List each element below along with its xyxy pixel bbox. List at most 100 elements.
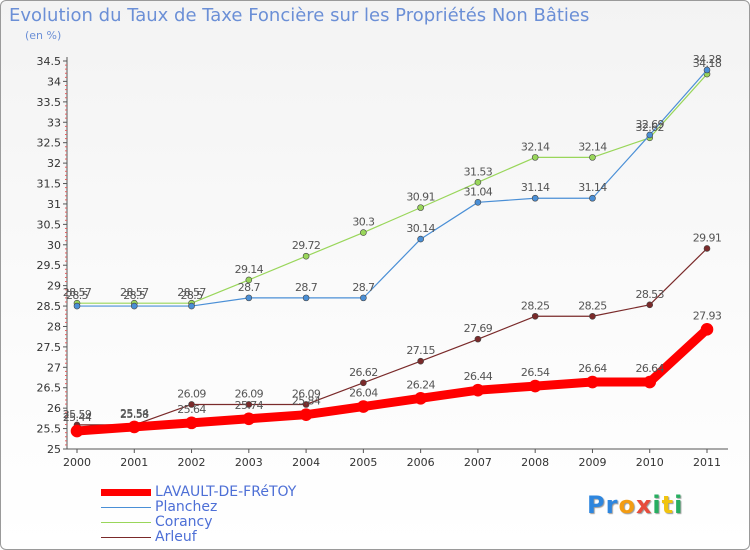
data-label: 32.69 <box>635 118 664 131</box>
legend-label: Planchez <box>155 499 218 515</box>
data-label: 30.14 <box>406 222 435 235</box>
data-point <box>531 154 539 161</box>
legend-swatch <box>101 537 151 538</box>
data-point <box>299 408 313 421</box>
series-lines <box>70 66 714 438</box>
data-label: 32.62 <box>635 121 664 134</box>
data-label: 27.93 <box>693 309 722 322</box>
data-label: 28.5 <box>123 289 146 302</box>
y-tick-label: 25 <box>47 443 61 456</box>
legend-label: Arleuf <box>155 529 197 545</box>
data-label: 26.64 <box>635 362 664 375</box>
data-point <box>188 401 195 408</box>
y-tick-label: 29 <box>47 280 61 293</box>
data-label: 25.74 <box>235 399 264 412</box>
data-label: 28.7 <box>352 281 375 294</box>
data-point <box>360 294 367 302</box>
data-point <box>643 375 657 389</box>
legend-label: LAVAULT-DE-FRéTOY <box>155 484 297 500</box>
data-label: 29.72 <box>292 239 321 252</box>
data-point <box>302 294 310 302</box>
data-label: 25.84 <box>292 395 321 408</box>
data-label: 25.58 <box>120 408 149 421</box>
data-label: 31.14 <box>578 181 607 194</box>
data-point <box>471 383 485 397</box>
data-point <box>474 179 482 186</box>
data-point <box>589 312 596 320</box>
data-label: 26.54 <box>521 366 550 379</box>
x-tick-label: 2000 <box>63 456 91 469</box>
data-label: 25.59 <box>63 408 92 421</box>
data-point <box>700 323 714 336</box>
logo-letter: t <box>661 491 675 519</box>
data-label: 27.15 <box>406 344 435 357</box>
data-label: 27.69 <box>464 322 493 335</box>
data-point <box>703 245 711 252</box>
y-tick-label: 32.5 <box>37 137 62 150</box>
data-label: 31.53 <box>464 165 493 178</box>
data-point <box>646 301 654 309</box>
series-line <box>76 73 708 304</box>
data-label: 25.64 <box>177 403 206 416</box>
legend-swatch <box>101 489 151 496</box>
data-point <box>417 235 424 243</box>
y-tick-label: 31.5 <box>37 178 62 191</box>
data-label: 28.5 <box>66 289 89 302</box>
y-tick-label: 28 <box>47 320 61 333</box>
y-tick-label: 30 <box>47 239 61 252</box>
logo-letter: r <box>605 491 619 519</box>
y-tick-label: 26.5 <box>37 382 62 395</box>
proxiti-logo: Proxiti <box>587 491 683 519</box>
legend-label: Corancy <box>155 514 213 530</box>
y-tick-label: 33.5 <box>37 96 62 109</box>
series-line <box>72 324 712 436</box>
data-point <box>302 252 310 260</box>
data-point <box>589 194 596 202</box>
data-point <box>188 302 195 310</box>
data-label: 29.14 <box>235 263 264 276</box>
data-label: 26.64 <box>578 362 607 375</box>
y-tick-label: 28.5 <box>37 300 62 313</box>
data-label: 30.91 <box>406 191 435 204</box>
data-point <box>127 420 141 434</box>
data-point <box>586 375 599 389</box>
y-tick-label: 34.5 <box>37 55 62 68</box>
y-tick-label: 26 <box>47 402 61 415</box>
data-point <box>474 199 482 206</box>
logo-letter: i <box>652 491 662 519</box>
x-tick-label: 2011 <box>693 456 721 469</box>
y-tick-label: 32 <box>47 157 61 170</box>
data-point <box>245 401 253 408</box>
data-point <box>70 424 84 438</box>
y-tick-label: 30.5 <box>37 218 62 231</box>
y-tick-label: 29.5 <box>37 259 62 272</box>
x-tick-label: 2008 <box>521 456 549 469</box>
data-label: 26.09 <box>292 387 321 400</box>
data-labels: 25.59 25.58 26.09 26.09 26.09 26.62 27.15 27.69… <box>63 53 723 424</box>
x-tick-label: 2009 <box>578 456 606 469</box>
data-point <box>417 204 424 211</box>
y-tick-label: 27.5 <box>37 341 62 354</box>
data-label: 31.04 <box>464 185 493 198</box>
data-label: 26.04 <box>349 387 378 400</box>
y-tick-label: 34 <box>47 75 61 88</box>
data-label: 26.62 <box>349 366 378 379</box>
logo-letter: x <box>635 491 653 519</box>
y-tick-label: 33 <box>47 116 61 129</box>
data-label: 28.7 <box>238 281 261 294</box>
chart-unit: (en %) <box>25 29 62 42</box>
data-point <box>646 131 654 139</box>
x-tick-label: 2002 <box>178 456 206 469</box>
data-label: 26.09 <box>235 387 264 400</box>
data-point <box>360 229 367 236</box>
data-point <box>414 392 427 405</box>
data-label: 34.28 <box>693 53 722 66</box>
data-point <box>589 154 596 161</box>
x-tick-label: 2007 <box>464 456 492 469</box>
x-tick-label: 2005 <box>349 456 377 469</box>
logo-letter: P <box>587 491 606 519</box>
data-label: 31.14 <box>521 181 550 194</box>
data-point <box>242 412 256 426</box>
data-label: 28.53 <box>635 288 664 301</box>
